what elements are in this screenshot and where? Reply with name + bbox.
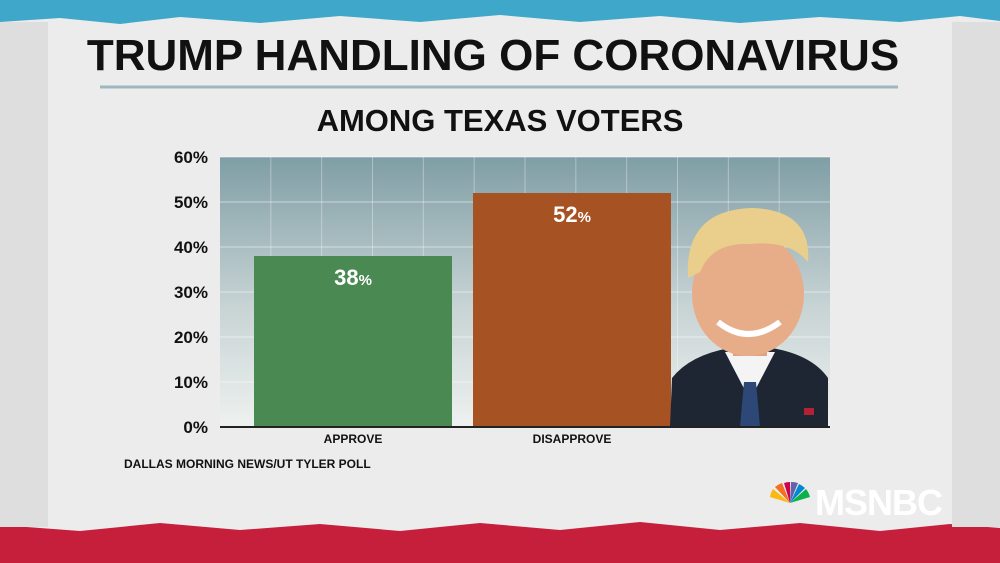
page-title: TRUMP HANDLING OF CORONAVIRUS bbox=[87, 31, 899, 80]
y-axis-ticks: 0% 10% 20% 30% 40% 50% 60% bbox=[174, 148, 208, 437]
y-tick-label: 0% bbox=[183, 418, 208, 437]
bars bbox=[254, 193, 671, 427]
page-subtitle: AMONG TEXAS VOTERS bbox=[317, 103, 684, 138]
y-tick-label: 60% bbox=[174, 148, 208, 167]
source-note: DALLAS MORNING NEWS/UT TYLER POLL bbox=[124, 457, 371, 471]
peacock-icon bbox=[770, 481, 810, 503]
network-logo: MSNBC bbox=[770, 481, 944, 523]
data-label: 52% bbox=[553, 202, 591, 227]
y-tick-label: 30% bbox=[174, 283, 208, 302]
left-margin-shade bbox=[0, 22, 48, 527]
value-labels: 38% 52% bbox=[334, 202, 591, 290]
y-tick-label: 40% bbox=[174, 238, 208, 257]
network-logo-text: MSNBC bbox=[815, 482, 943, 523]
bar-approve bbox=[254, 256, 452, 427]
x-tick-label: APPROVE bbox=[324, 432, 383, 446]
y-tick-label: 20% bbox=[174, 328, 208, 347]
data-label: 38% bbox=[334, 265, 372, 290]
right-margin-shade bbox=[952, 22, 1000, 527]
y-tick-label: 10% bbox=[174, 373, 208, 392]
portrait-photo bbox=[670, 208, 828, 427]
bar-disapprove bbox=[473, 193, 671, 427]
x-axis-categories: APPROVE DISAPPROVE bbox=[324, 432, 612, 446]
x-tick-label: DISAPPROVE bbox=[533, 432, 612, 446]
y-tick-label: 50% bbox=[174, 193, 208, 212]
